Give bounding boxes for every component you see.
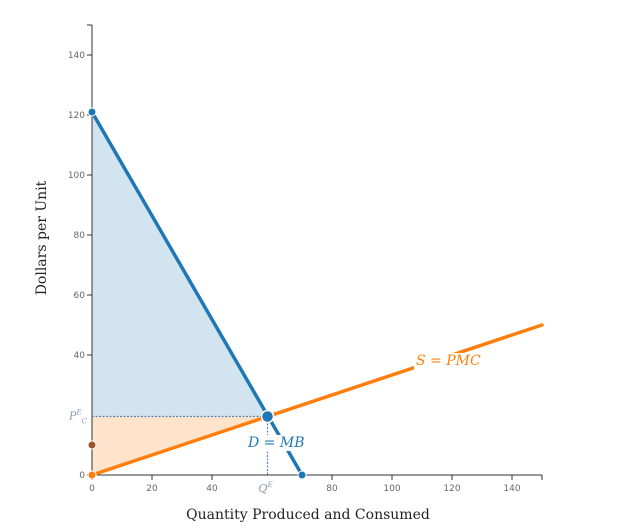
- origin-point[interactable]: [87, 470, 97, 480]
- equilibrium-price-superscript: E: [75, 409, 81, 417]
- supply-curve-label: S = PMC: [416, 353, 481, 369]
- equilibrium-quantity-symbol: Q: [258, 482, 267, 495]
- demand-intercept-point[interactable]: [87, 107, 97, 117]
- x-tick-label: 40: [206, 484, 218, 494]
- label-background: [245, 435, 307, 451]
- y-axis-title: Dollars per Unit: [34, 180, 50, 295]
- equilibrium-price-label: PEC: [68, 409, 88, 426]
- demand-curve-label: D = MB: [247, 435, 304, 451]
- surplus-areas: [92, 112, 268, 475]
- y-tick-label: 80: [74, 231, 86, 241]
- y-tick-label: 120: [68, 111, 85, 121]
- equilibrium-quantity-label: QE: [258, 481, 272, 495]
- points: [87, 107, 307, 480]
- x-tick-label: 20: [146, 484, 158, 494]
- demand-q-intercept-point[interactable]: [297, 470, 307, 480]
- label-background: [414, 353, 483, 369]
- price-marker-point[interactable]: [87, 440, 97, 450]
- equilibrium-price-symbol: P: [68, 410, 77, 423]
- equilibrium-point[interactable]: [260, 409, 275, 424]
- x-axis-ticks: 0 20 40 80 100 120 140: [89, 475, 543, 494]
- equilibrium-price-subscript: C: [82, 418, 88, 426]
- axes: 0 40 60 80 100 120 140 0 20 40 80 100 120 140: [68, 24, 543, 494]
- x-tick-label: 100: [383, 484, 400, 494]
- y-tick-label: 40: [74, 351, 86, 361]
- x-tick-label: 0: [89, 484, 95, 494]
- x-tick-label: 80: [326, 484, 338, 494]
- y-tick-label: 60: [74, 291, 86, 301]
- y-tick-label: 0: [79, 471, 85, 481]
- x-axis-title: Quantity Produced and Consumed: [186, 507, 430, 523]
- x-tick-label: 120: [443, 484, 460, 494]
- y-tick-label: 100: [68, 171, 85, 181]
- y-tick-label: 140: [68, 51, 85, 61]
- equilibrium-quantity-superscript: E: [266, 481, 272, 489]
- labels: S = PMC D = MB QE PEC Quantity Produced …: [34, 180, 483, 523]
- supply-line[interactable]: [90, 323, 544, 477]
- x-tick-label: 140: [503, 484, 520, 494]
